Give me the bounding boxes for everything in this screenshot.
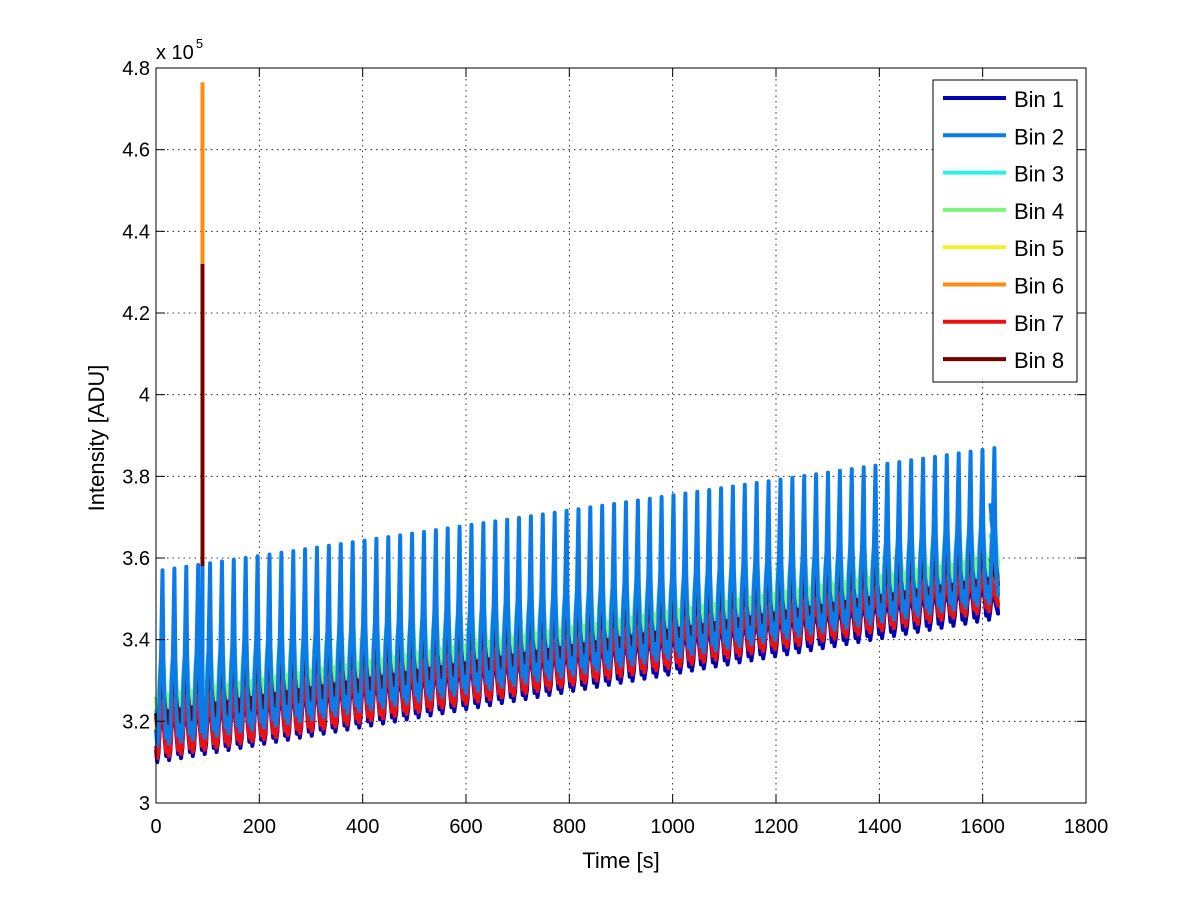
x-axis-label: Time [s] [582, 848, 659, 873]
tick-labels: 0 200 400 600 800 1000 1200 1400 1600 1800 3 3.2 3.4… [122, 58, 1108, 838]
legend-label: Bin 2 [1014, 124, 1064, 149]
x-tick-label: 0 [150, 816, 161, 838]
series-layer [154, 82, 1001, 765]
legend: Bin 1 Bin 2 Bin 3 Bin 4 Bin 5 Bin 6 Bin 7 Bin 8 [932, 79, 1078, 383]
legend-label: Bin 7 [1014, 311, 1064, 336]
x-tick-label: 400 [346, 816, 379, 838]
y-tick-label: 3.2 [122, 711, 150, 733]
legend-box [932, 79, 1078, 383]
series-line-2 [154, 446, 1001, 748]
x-tick-label: 800 [553, 816, 586, 838]
x-tick-label: 1400 [857, 816, 902, 838]
plot-frame [155, 67, 1087, 804]
x-tick-label: 1800 [1064, 816, 1109, 838]
legend-label: Bin 5 [1014, 236, 1064, 261]
ticks [155, 67, 1087, 804]
legend-label: Bin 4 [1014, 199, 1064, 224]
y-tick-label: 4 [139, 385, 150, 407]
x-tick-label: 600 [449, 816, 482, 838]
y-tick-label: 4.8 [122, 58, 150, 80]
x-tick-label: 1600 [960, 816, 1005, 838]
y-tick-label: 3 [139, 793, 150, 815]
x-tick-label: 1200 [754, 816, 799, 838]
y-tick-label: 4.4 [122, 221, 150, 243]
x-tick-label: 1000 [650, 816, 695, 838]
legend-label: Bin 1 [1014, 87, 1064, 112]
y-tick-label: 3.4 [122, 630, 150, 652]
legend-label: Bin 3 [1014, 162, 1064, 187]
y-tick-label: 4.6 [122, 140, 150, 162]
y-exponent-label: x 10 5 [156, 36, 203, 64]
y-axis-label: Intensity [ADU] [84, 365, 109, 512]
legend-label: Bin 6 [1014, 274, 1064, 299]
x-tick-label: 200 [243, 816, 276, 838]
y-tick-label: 3.6 [122, 548, 150, 570]
y-tick-label: 3.8 [122, 466, 150, 488]
y-tick-label: 4.2 [122, 303, 150, 325]
legend-label: Bin 8 [1014, 348, 1064, 373]
